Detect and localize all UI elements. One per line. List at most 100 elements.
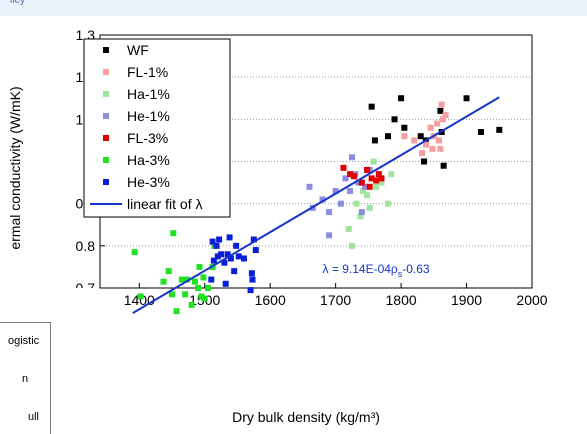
legend-label: He-1% [127,108,170,124]
data-point-wf [398,95,405,102]
data-point-he-3- [249,276,256,283]
data-point-ha-3- [191,278,198,285]
data-point-ha-1- [378,179,385,186]
data-point-fl-3- [347,171,354,178]
data-point-he-3- [248,270,255,277]
y-axis-label-mask [8,288,93,322]
data-point-ha-3- [173,308,180,315]
data-point-fl-3- [373,177,380,184]
data-point-fl-1- [439,116,446,123]
data-point-he-1- [358,209,365,216]
legend-label: FL-1% [127,64,168,80]
data-point-he-1- [306,183,313,190]
data-point-fl-1- [401,133,408,140]
fit-equation-annotation: λ = 9.14E-04ρs-0.63 [323,262,430,279]
data-point-fl-1- [429,145,436,152]
data-point-fl-1- [442,112,449,119]
data-point-ha-3- [205,285,211,291]
data-point-he-3- [231,268,238,275]
fit-line [132,96,500,314]
data-point-he-3- [233,242,240,249]
data-point-ha-3- [169,291,175,298]
data-point-wf [385,133,391,140]
data-point-ha-3- [184,276,191,283]
legend-swatch-fl-1- [103,69,109,75]
legend-swatch-ha-1- [103,91,109,97]
data-point-ha-1- [364,192,371,199]
data-point-ha-3- [131,249,138,256]
data-point-ha-3- [137,293,144,300]
data-point-fl-1- [436,137,443,144]
data-point-wf [371,137,378,144]
x-tick-label: 1800 [386,292,417,308]
data-point-he-3- [227,255,234,262]
data-point-ha-3- [201,295,208,302]
legend-label: Ha-3% [127,152,170,168]
data-point-he-3- [250,236,257,243]
top-left-text-fragment: iley [10,0,26,6]
data-point-he-3- [221,259,228,266]
data-point-fl-3- [364,166,371,173]
data-point-he-1- [349,154,355,161]
data-point-he-1- [332,188,339,195]
data-point-fl-1- [419,150,426,157]
legend: WF FL-1% Ha-1% He-1% FL-3% Ha-3% He-3% linear f… [83,38,231,218]
legend-swatch-he-3- [103,179,109,185]
data-point-ha-3- [198,293,205,300]
data-point-he-3- [224,251,231,258]
data-point-ha-3- [182,291,189,298]
data-point-wf [391,116,398,123]
legend-swatch-fl-3- [103,135,109,141]
data-point-ha-3- [178,276,185,283]
data-point-fl-3- [350,173,357,180]
data-point-ha-1- [373,183,380,190]
overlay-item-ull: ull [28,411,40,423]
fit-equation-main: λ = 9.14E-04ρ [323,262,398,276]
data-point-fl-3- [358,179,365,186]
data-point-he-3- [247,287,254,294]
data-point-he-1- [319,196,326,203]
legend-swatch-wf [103,47,109,53]
x-tick-label: 1900 [451,292,482,308]
data-point-ha-3- [165,268,172,275]
data-point-he-3- [210,257,217,264]
data-point-he-1- [326,209,333,216]
x-tick-label: 1700 [320,292,351,308]
data-point-fl-3- [366,183,373,190]
data-point-ha-1- [388,171,395,178]
legend-swatch-ha-3- [103,157,109,163]
data-point-wf [421,158,427,165]
data-point-ha-1- [349,242,355,249]
data-point-he-1- [347,188,354,195]
y-tick-label: 0.8 [76,238,96,254]
data-point-ha-3- [200,274,207,281]
data-point-ha-3- [195,285,202,291]
legend-box [83,38,231,218]
data-point-wf [368,103,375,110]
data-point-he-3- [226,234,233,241]
data-point-fl-1- [427,124,434,131]
y-axis-label: ermal conductivity (W/mK) [7,86,23,249]
data-point-ha-3- [196,263,203,270]
legend-label: He-3% [127,174,170,190]
data-point-fl-1- [437,145,444,152]
overlapping-legend-panel: ogistic n ull [0,322,51,434]
legend-label: Ha-1% [127,86,170,102]
data-point-fl-3- [375,171,382,178]
legend-label: WF [127,42,149,58]
data-point-ha-3- [188,301,195,308]
data-point-ha-1- [360,188,367,195]
data-point-he-3- [235,253,242,260]
data-point-he-3- [214,253,221,260]
data-point-he-3- [209,238,216,245]
data-point-he-3- [218,251,225,258]
data-point-he-3- [216,236,223,243]
fit-equation-subscript: s [398,269,403,279]
data-point-fl-3- [368,175,375,182]
x-axis-ticks: 1400150016001700180019002000 [124,283,548,308]
data-point-ha-1- [370,158,377,165]
data-point-he-1- [355,179,362,186]
top-strip [0,0,587,16]
data-point-he-3- [252,247,259,254]
